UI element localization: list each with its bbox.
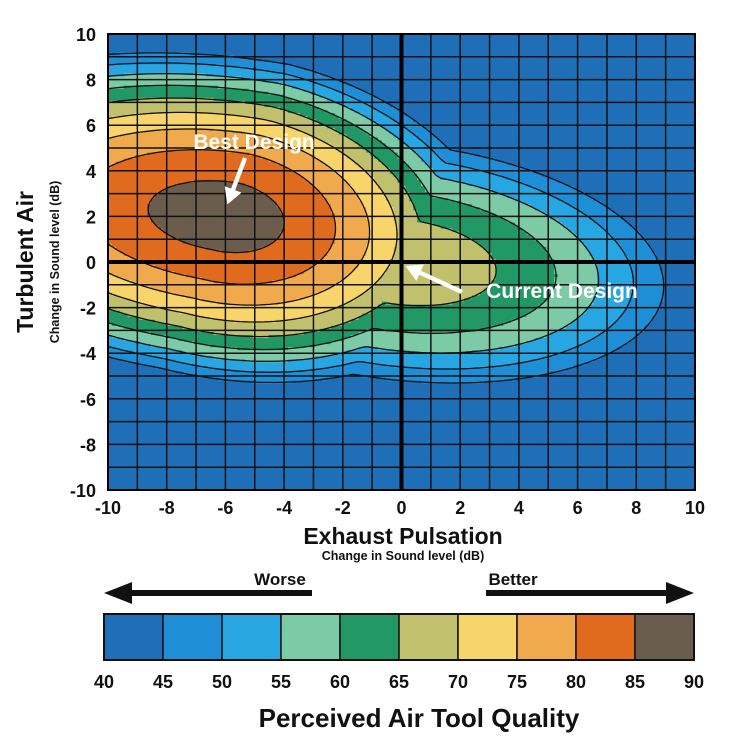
legend-swatch [340,614,399,660]
legend-tick-label: 70 [448,672,468,692]
legend-swatch [458,614,517,660]
current-design-label: Current Design [486,280,638,303]
y-tick-label: -10 [70,481,96,501]
x-tick-labels: -10 -8 -6 -4 -2 0 2 4 6 8 10 [95,498,705,518]
x-tick-label: 10 [685,498,705,518]
y-tick-label: -6 [80,390,96,410]
x-axis-subtitle: Change in Sound level (dB) [322,549,485,563]
legend-tick-label: 45 [153,672,173,692]
legend-swatch [163,614,222,660]
legend-swatch [104,614,163,660]
legend-title: Perceived Air Tool Quality [259,703,580,733]
legend-swatch [517,614,576,660]
y-tick-label: 8 [86,71,96,91]
y-axis-subtitle: Change in Sound level (dB) [48,181,62,344]
legend-tick-label: 90 [684,672,704,692]
y-tick-label: -8 [80,435,96,455]
best-design-label: Best Design [193,131,314,154]
x-tick-label: -6 [217,498,233,518]
x-tick-label: -4 [276,498,292,518]
legend-tick-label: 60 [330,672,350,692]
x-tick-label: -2 [335,498,351,518]
legend-tick-label: 80 [566,672,586,692]
x-tick-label: 8 [631,498,641,518]
x-tick-label: -10 [95,498,121,518]
y-tick-label: 10 [76,25,96,45]
y-tick-label: -4 [80,344,96,364]
legend-tick-label: 85 [625,672,645,692]
x-tick-label: 4 [514,498,524,518]
x-tick-label: 0 [396,498,406,518]
legend-tick-label: 65 [389,672,409,692]
legend-swatch [399,614,458,660]
x-axis-title: Exhaust Pulsation [303,523,502,549]
y-tick-label: 4 [86,162,96,182]
y-axis-title: Turbulent Air [12,191,38,333]
y-tick-labels: -10 -8 -6 -4 -2 0 2 4 6 8 10 [70,25,96,501]
worse-label: Worse [254,570,306,589]
legend-tick-label: 40 [94,672,114,692]
legend-swatch [281,614,340,660]
y-tick-label: 0 [86,253,96,273]
x-tick-label: -8 [159,498,175,518]
better-label: Better [488,570,538,589]
legend-tick-label: 75 [507,672,527,692]
legend-tick-labels: 40 45 50 55 60 65 70 75 80 85 90 [94,672,704,692]
color-legend [104,614,694,660]
legend-tick-label: 50 [212,672,232,692]
legend-swatch [576,614,635,660]
x-tick-label: 6 [573,498,583,518]
legend-tick-label: 55 [271,672,291,692]
legend-swatch [222,614,281,660]
y-tick-label: 2 [86,207,96,227]
y-tick-label: -2 [80,299,96,319]
y-tick-label: 6 [86,116,96,136]
legend-swatch [635,614,694,660]
x-tick-label: 2 [455,498,465,518]
